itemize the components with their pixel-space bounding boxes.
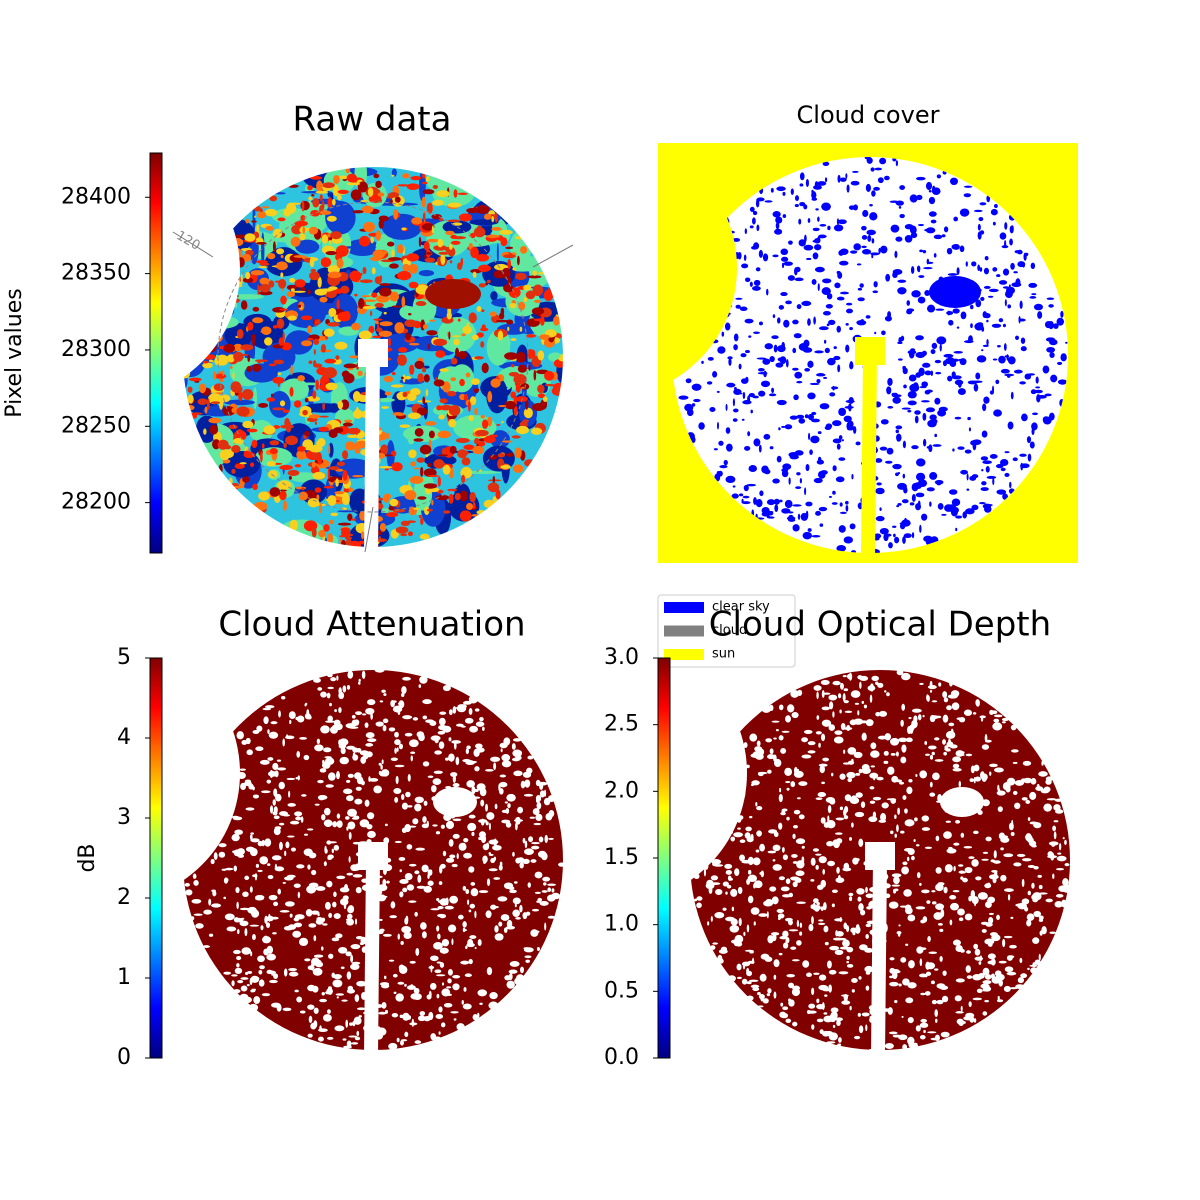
grid-circle [217, 201, 529, 513]
sky-image [690, 669, 1072, 1055]
panel: Cloud Attenuation 0 1 2 3 4 5 dB [75, 605, 565, 1070]
legend-label: sun [712, 647, 735, 662]
legend-label: clear sky [712, 600, 770, 615]
colorbar [149, 152, 163, 554]
panel-title: Cloud Optical Depth [709, 605, 1051, 645]
panel-title: Cloud Attenuation [218, 605, 525, 645]
colorbar-tick-label: 2 [117, 885, 131, 910]
colorbar-tick-label: 1.5 [604, 845, 639, 870]
colorbar-tick-label: 28350 [61, 261, 131, 286]
colorbar-tick-label: 28200 [61, 490, 131, 515]
colorbar-tick-label: 0.5 [604, 978, 639, 1003]
cloud-mask-image [670, 155, 1068, 558]
panel: Cloud cover clear sky cloud sun [657, 101, 1078, 668]
colorbar-tick-label: 1 [117, 965, 131, 990]
colorbar-tick-label: 3 [117, 805, 131, 830]
colorbar-tick-label: 28300 [61, 337, 131, 362]
colorbar-tick-label: 5 [117, 645, 131, 670]
grid-spoke [364, 506, 374, 553]
colorbar-tick-label: 0 [117, 1045, 131, 1070]
panel: Raw data1202820028250283002835028400Pixe… [2, 100, 574, 554]
legend: clear sky cloud sun [657, 594, 796, 668]
colorbar-tick-label: 28400 [61, 184, 131, 209]
sky-image [175, 155, 568, 552]
colorbar [149, 657, 163, 1059]
colorbar-tick-label: 2.0 [604, 778, 639, 803]
colorbar-tick-label: 4 [117, 725, 131, 750]
legend-swatch [664, 625, 704, 637]
colorbar-tick-label: 1.0 [604, 912, 639, 937]
colorbar-label: Pixel values [2, 288, 27, 417]
legend-swatch [664, 602, 704, 613]
sky-image [183, 667, 565, 1055]
panel-title: Raw data [293, 100, 452, 140]
panel-title: Cloud cover [797, 101, 940, 129]
grid-spoke [172, 231, 214, 258]
legend-label: cloud [712, 623, 747, 638]
colorbar [657, 657, 671, 1059]
colorbar-tick-label: 28250 [61, 413, 131, 438]
colorbar-tick-label: 2.5 [604, 712, 639, 737]
panel: Cloud Optical Depth 0.0 0.5 1.0 1.5 2.0 2.5 3.0 [604, 605, 1072, 1070]
legend-swatch [664, 649, 704, 660]
colorbar-tick-label: 3.0 [604, 645, 639, 670]
grid-spoke [532, 244, 574, 268]
colorbar-label: dB [75, 843, 100, 872]
colorbar-tick-label: 0.0 [604, 1045, 639, 1070]
